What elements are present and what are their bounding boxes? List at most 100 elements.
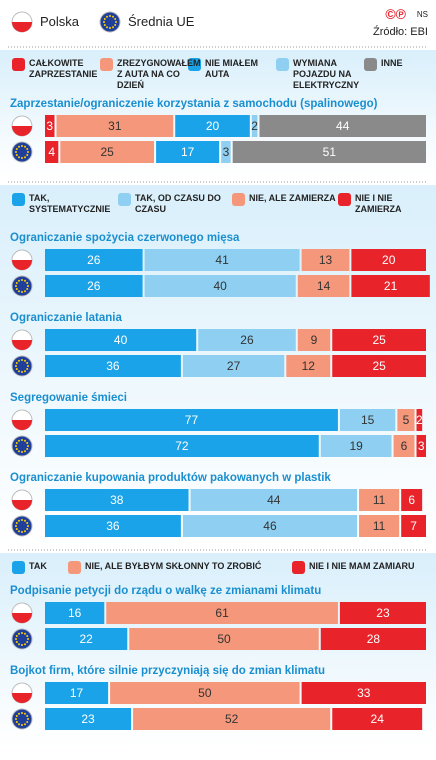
bar-segment bbox=[60, 141, 155, 163]
legend-label: TAK bbox=[29, 561, 47, 571]
value-label: 22 bbox=[79, 632, 93, 646]
bar-segment bbox=[401, 489, 423, 511]
flag-star bbox=[26, 288, 29, 290]
flag-pl bbox=[11, 682, 33, 704]
flag-star bbox=[26, 522, 29, 524]
legend-label: NIE I NIE MAM ZAMIARU bbox=[309, 561, 415, 571]
flag-red bbox=[12, 260, 32, 270]
source: Źródło: EBI bbox=[372, 26, 428, 38]
value-label: 20 bbox=[382, 253, 396, 267]
flag-pl bbox=[11, 489, 33, 511]
legend-label: CAŁKOWITE ZAPRZESTANIE bbox=[29, 58, 98, 79]
flag-ue bbox=[99, 11, 121, 33]
legend-swatch bbox=[276, 58, 289, 71]
bar-segment bbox=[286, 355, 331, 377]
value-label: 2 bbox=[251, 119, 258, 133]
value-label: 3 bbox=[46, 119, 53, 133]
value-label: 19 bbox=[349, 439, 363, 453]
bar-segment bbox=[175, 115, 250, 137]
group-title: Zaprzestanie/ograniczenie korzystania z … bbox=[10, 98, 378, 110]
flag-star bbox=[21, 519, 23, 521]
flag-star bbox=[15, 154, 18, 156]
flag-star bbox=[26, 368, 29, 370]
value-label: 6 bbox=[408, 493, 415, 507]
flag-star bbox=[21, 451, 23, 453]
flag-star bbox=[15, 638, 17, 640]
flag-red bbox=[12, 500, 32, 510]
flag-star bbox=[18, 723, 20, 726]
flag-star bbox=[27, 151, 29, 153]
legend-ue: Średnia UE bbox=[128, 14, 195, 29]
flag-star bbox=[109, 15, 111, 17]
bar-segment bbox=[251, 115, 258, 137]
value-label: 44 bbox=[267, 493, 281, 507]
bar-segment bbox=[320, 628, 426, 650]
bar-segment bbox=[297, 275, 350, 297]
flag-star bbox=[26, 641, 29, 643]
bar-segment bbox=[359, 489, 400, 511]
flag-star bbox=[15, 718, 17, 720]
flag-star bbox=[24, 519, 26, 522]
flag-star bbox=[15, 525, 17, 527]
bar-segment bbox=[106, 602, 338, 624]
bar-segment bbox=[45, 602, 105, 624]
value-label: 6 bbox=[401, 439, 408, 453]
value-label: 20 bbox=[206, 119, 220, 133]
bar-segment bbox=[221, 141, 231, 163]
flag-star bbox=[18, 359, 20, 362]
flag-star bbox=[26, 635, 29, 637]
flag-star bbox=[18, 712, 20, 715]
flag-pl bbox=[11, 249, 33, 271]
flag-star bbox=[21, 291, 23, 293]
flag-star bbox=[21, 724, 23, 726]
flag-star bbox=[112, 26, 114, 29]
legend-label: ZREZYGNOWAŁEM Z AUTA NA CO DZIEŃ bbox=[117, 58, 201, 90]
bar-segment bbox=[45, 489, 189, 511]
legend-label: WYMIANA POJAZDU NA ELEKTRYCZNY bbox=[293, 58, 360, 90]
flag-star bbox=[15, 365, 17, 367]
flag-star bbox=[21, 279, 23, 281]
bar-segment bbox=[129, 628, 319, 650]
flag-star bbox=[26, 715, 29, 717]
value-label: 28 bbox=[367, 632, 381, 646]
bar-segment bbox=[45, 708, 132, 730]
bar-segment bbox=[45, 249, 143, 271]
flag-star bbox=[24, 370, 26, 373]
flag-star bbox=[26, 528, 29, 530]
flag-star bbox=[18, 450, 20, 453]
group-title: Segregowanie śmieci bbox=[10, 392, 127, 404]
flag-bg bbox=[11, 628, 33, 650]
flag-star bbox=[18, 632, 20, 635]
flag-star bbox=[24, 359, 26, 362]
bar-segment bbox=[332, 329, 426, 351]
bar-segment bbox=[339, 602, 426, 624]
value-label: 25 bbox=[372, 333, 386, 347]
flag-ue bbox=[11, 275, 33, 297]
flag-star bbox=[21, 359, 23, 361]
bar-segment bbox=[232, 141, 426, 163]
flag-star bbox=[24, 290, 26, 293]
legend-swatch bbox=[68, 561, 81, 574]
flag-star bbox=[15, 368, 18, 370]
flag-star bbox=[27, 445, 29, 447]
flag-star bbox=[103, 24, 106, 26]
value-label: 23 bbox=[81, 712, 95, 726]
value-label: 7 bbox=[410, 519, 417, 533]
value-label: 52 bbox=[225, 712, 239, 726]
group-title: Ograniczanie kupowania produktów pakowan… bbox=[10, 472, 331, 484]
flag-star bbox=[18, 279, 20, 282]
flag-star bbox=[15, 528, 18, 530]
flag-bg bbox=[11, 275, 33, 297]
value-label: 26 bbox=[87, 253, 101, 267]
flag-star bbox=[26, 148, 29, 150]
flag-star bbox=[114, 18, 117, 20]
bar-segment bbox=[259, 115, 426, 137]
flag-star bbox=[24, 643, 26, 646]
value-label: 23 bbox=[376, 606, 390, 620]
legend-pl: Polska bbox=[40, 14, 80, 29]
bar-segment bbox=[133, 708, 331, 730]
value-label: 36 bbox=[106, 359, 120, 373]
flag-star bbox=[24, 145, 26, 148]
value-label: 26 bbox=[87, 279, 101, 293]
bar-segment bbox=[301, 682, 426, 704]
